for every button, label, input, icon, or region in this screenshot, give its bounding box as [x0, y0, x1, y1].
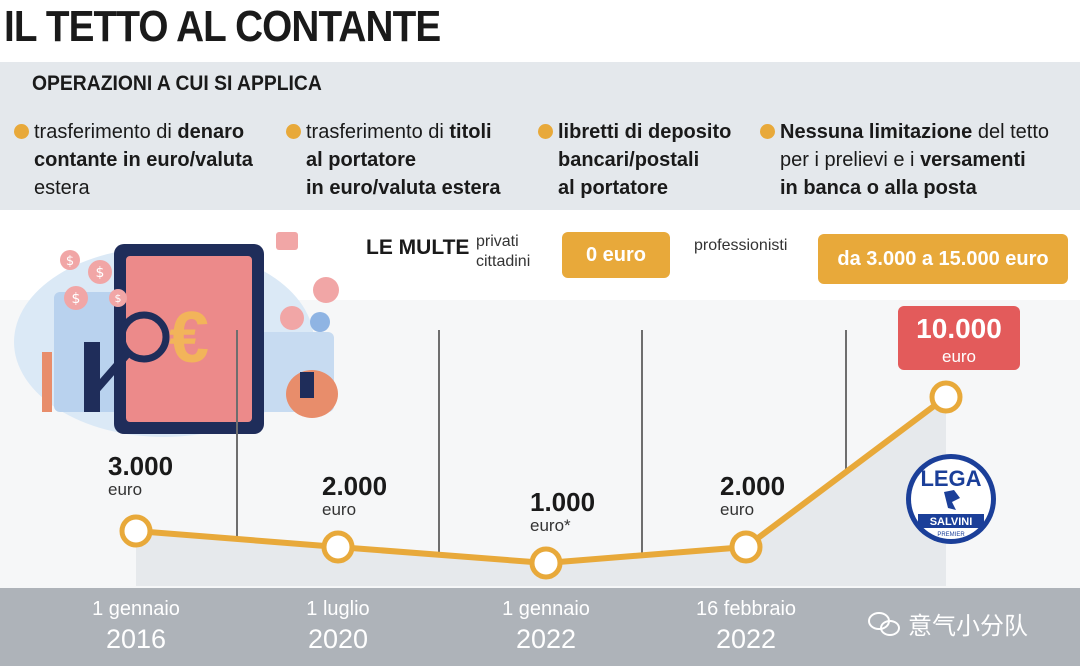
watermark: 意气小分队 — [866, 606, 1028, 641]
data-point — [729, 530, 763, 564]
data-label-unit: euro — [108, 480, 143, 499]
bullet-dot-icon — [14, 124, 29, 139]
op-line: al portatore — [306, 149, 417, 171]
fines-label: LE MULTE — [366, 236, 470, 259]
op-line: libretti di deposito — [558, 121, 732, 143]
x-tick-year: 2020 — [307, 624, 369, 654]
op-line: estera — [34, 177, 90, 199]
bullet-dot-icon — [760, 124, 775, 139]
data-point — [119, 514, 153, 548]
svg-text:$: $ — [115, 292, 122, 305]
divider-line — [438, 330, 440, 586]
x-tick-day: 1 gennaio — [502, 598, 590, 620]
bullet-dot-icon — [538, 124, 553, 139]
x-tick-year: 2022 — [515, 624, 577, 654]
x-tick-label: 1 luglio 2020 — [248, 596, 428, 656]
x-tick-day: 1 luglio — [306, 598, 370, 620]
logo-text-tiny: PREMIER — [937, 532, 965, 538]
x-tick-label: 16 febbraio 2022 — [656, 596, 836, 656]
page-title: IL TETTO AL CONTANTE — [4, 2, 441, 51]
svg-text:$: $ — [72, 291, 81, 307]
op-line: al portatore — [558, 177, 669, 199]
svg-text:$: $ — [96, 265, 105, 281]
fines-private-label: privati cittadini — [476, 233, 531, 270]
data-label-unit: euro — [720, 500, 755, 519]
x-tick-year: 2016 — [105, 624, 167, 654]
x-tick-year: 2022 — [715, 624, 777, 654]
data-label-unit: euro — [322, 500, 357, 519]
svg-text:€: € — [169, 298, 209, 378]
fines-pro-label: professionisti — [694, 237, 788, 254]
divider-line — [845, 330, 847, 586]
logo-text-top: LEGA — [920, 466, 981, 491]
lega-logo: LEGA SALVINI PREMIER — [906, 454, 996, 544]
op-line: in euro/valuta estera — [306, 177, 501, 199]
op-line: contante in euro/valuta — [34, 149, 253, 171]
data-label: 2.000 euro — [322, 472, 387, 520]
op-line: per i prelievi e i versamenti — [780, 149, 1026, 171]
op-line: bancari/postali — [558, 149, 700, 171]
data-label-value: 2.000 — [322, 471, 388, 501]
bullet-dot-icon — [286, 124, 301, 139]
fine-pro-badge: da 3.000 a 15.000 euro — [818, 234, 1068, 284]
svg-text:$: $ — [66, 254, 74, 269]
x-tick-label: 1 gennaio 2016 — [46, 596, 226, 656]
x-tick-day: 16 febbraio — [695, 598, 797, 620]
operation-item-passbooks: libretti di deposito bancari/postali al … — [538, 118, 732, 202]
data-label-value: 1.000 — [530, 487, 596, 517]
divider-line — [236, 330, 238, 586]
fine-private-badge: 0 euro — [562, 232, 670, 278]
data-label: 1.000 euro* — [530, 488, 595, 536]
data-label-value: 2.000 — [720, 471, 786, 501]
date-band — [0, 588, 1080, 666]
data-label: 3.000 euro — [108, 452, 173, 500]
logo-text-bottom: SALVINI — [930, 516, 973, 528]
data-label-value: 3.000 — [108, 451, 174, 481]
operations-heading: OPERAZIONI A CUI SI APPLICA — [32, 72, 322, 95]
divider-line — [641, 330, 643, 586]
x-tick-label: 1 gennaio 2022 — [456, 596, 636, 656]
operation-item-securities: trasferimento di titoli al portatore in … — [286, 118, 501, 202]
operation-item-cash: trasferimento di denaro contante in euro… — [14, 118, 253, 202]
data-point — [529, 546, 563, 580]
data-label-unit: euro* — [530, 516, 571, 535]
op-line: trasferimento di denaro — [34, 121, 245, 143]
op-line: trasferimento di titoli — [306, 121, 492, 143]
wechat-icon — [866, 610, 902, 638]
data-point — [321, 530, 355, 564]
operation-item-no-limit: Nessuna limitazione del tetto per i prel… — [760, 118, 1049, 202]
op-line: Nessuna limitazione del tetto — [780, 121, 1049, 143]
area-fill — [136, 397, 946, 586]
op-line: in banca o alla posta — [780, 177, 977, 199]
data-label-highlight: 10.000 euro — [898, 306, 1020, 370]
euro-tablet-illustration: € $ $ $ $ — [14, 232, 339, 437]
x-tick-day: 1 gennaio — [92, 598, 180, 620]
data-label: 2.000 euro — [720, 472, 785, 520]
data-point — [929, 380, 963, 414]
